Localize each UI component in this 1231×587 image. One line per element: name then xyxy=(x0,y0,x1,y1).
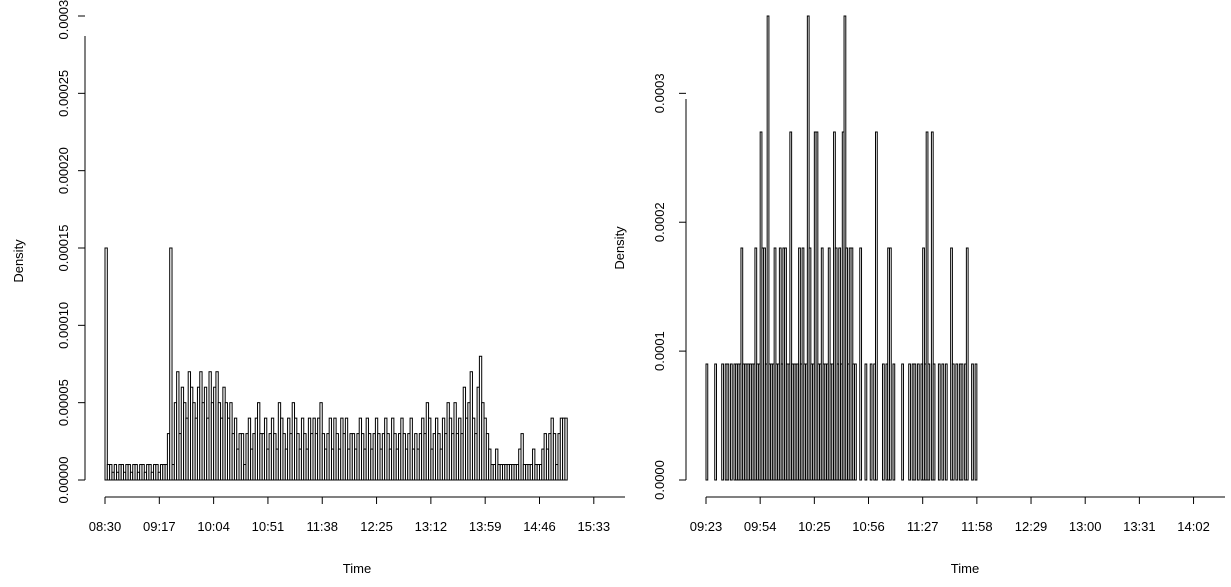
bar xyxy=(944,363,948,481)
y-tick-label: 0.0003 xyxy=(652,73,667,113)
bar xyxy=(951,363,955,481)
x-tick-label: 08:30 xyxy=(89,519,122,534)
bar xyxy=(815,131,819,481)
bar xyxy=(901,363,904,481)
bar xyxy=(854,363,857,481)
x-tick-label: 11:58 xyxy=(961,519,993,534)
bar xyxy=(960,363,964,481)
y-tick-label: 0.00000 xyxy=(56,457,71,504)
x-tick-label: 14:46 xyxy=(523,519,556,534)
right-y-axis-title: Density xyxy=(612,226,627,270)
bar xyxy=(520,433,524,481)
y-tick-label: 0.00025 xyxy=(56,70,71,117)
x-tick-label: 13:31 xyxy=(1123,519,1156,534)
bar xyxy=(916,363,920,481)
x-tick-label: 11:27 xyxy=(907,519,939,534)
right-bars xyxy=(705,15,978,481)
x-tick-label: 09:54 xyxy=(744,519,777,534)
y-tick-label: 0.00005 xyxy=(56,379,71,426)
bar xyxy=(176,371,180,481)
bar xyxy=(930,131,934,481)
left-y-ticks: 0.00000 0.00005 0.00010 0.00015 0.00020 0.000… xyxy=(56,0,85,504)
x-tick-label: 13:00 xyxy=(1069,519,1102,534)
x-tick-label: 11:38 xyxy=(306,519,338,534)
bar xyxy=(974,363,978,481)
x-tick-label: 15:33 xyxy=(578,519,611,534)
bar xyxy=(859,247,863,481)
bar xyxy=(955,363,959,481)
bar xyxy=(913,363,917,481)
x-tick-label: 14:02 xyxy=(1177,519,1210,534)
y-tick-label: 0.0002 xyxy=(652,202,667,242)
x-tick-label: 09:17 xyxy=(143,519,176,534)
bar xyxy=(714,363,717,481)
x-tick-label: 13:59 xyxy=(469,519,502,534)
x-tick-label: 10:56 xyxy=(852,519,885,534)
right-x-ticks: 09:23 09:54 10:25 10:56 11:27 11:58 12:29 13:00… xyxy=(690,497,1210,534)
y-tick-label: 0.00020 xyxy=(56,147,71,194)
bar xyxy=(552,433,557,481)
left-y-axis-title: Density xyxy=(11,239,26,283)
bar xyxy=(888,247,892,481)
y-tick-label: 0.00030 xyxy=(56,0,71,40)
bar xyxy=(971,363,974,481)
bar xyxy=(789,131,793,481)
right-panel: 0.0000 0.0001 0.0002 0.0003 09:23 09:54 10:25… xyxy=(612,15,1225,576)
bar xyxy=(875,131,878,481)
bar xyxy=(864,363,868,481)
bar xyxy=(881,363,885,481)
bar xyxy=(927,363,931,481)
right-x-axis-title: Time xyxy=(951,561,979,576)
right-y-ticks: 0.0000 0.0001 0.0002 0.0003 xyxy=(652,73,686,500)
bar xyxy=(169,247,173,481)
y-tick-label: 0.0001 xyxy=(652,331,667,371)
bar xyxy=(937,363,941,481)
left-panel: 0.00000 0.00005 0.00010 0.00015 0.00020 0.000… xyxy=(11,0,625,576)
y-tick-label: 0.00010 xyxy=(56,302,71,349)
bar xyxy=(892,363,896,481)
bar xyxy=(729,363,733,481)
bar xyxy=(908,363,911,481)
bar xyxy=(869,363,873,481)
x-tick-label: 09:23 xyxy=(690,519,723,534)
x-tick-label: 10:51 xyxy=(252,519,285,534)
x-tick-label: 12:25 xyxy=(360,519,393,534)
left-bars xyxy=(104,247,568,481)
bar xyxy=(240,433,245,481)
x-tick-label: 10:25 xyxy=(798,519,831,534)
y-tick-label: 0.0000 xyxy=(652,460,667,500)
left-x-ticks: 08:30 09:17 10:04 10:51 11:38 12:25 13:12 13:59… xyxy=(89,497,610,534)
bar xyxy=(721,363,724,481)
bar xyxy=(726,363,730,481)
bar xyxy=(564,417,568,481)
x-tick-label: 10:04 xyxy=(197,519,230,534)
left-x-axis-title: Time xyxy=(343,561,371,576)
y-tick-label: 0.00015 xyxy=(56,225,71,272)
x-tick-label: 13:12 xyxy=(415,519,448,534)
bar xyxy=(705,363,709,481)
bar xyxy=(925,131,929,481)
bar xyxy=(766,15,770,481)
bar xyxy=(932,363,936,481)
bar xyxy=(965,247,969,481)
x-tick-label: 12:29 xyxy=(1015,519,1048,534)
bar xyxy=(941,363,945,481)
bar xyxy=(104,247,108,481)
